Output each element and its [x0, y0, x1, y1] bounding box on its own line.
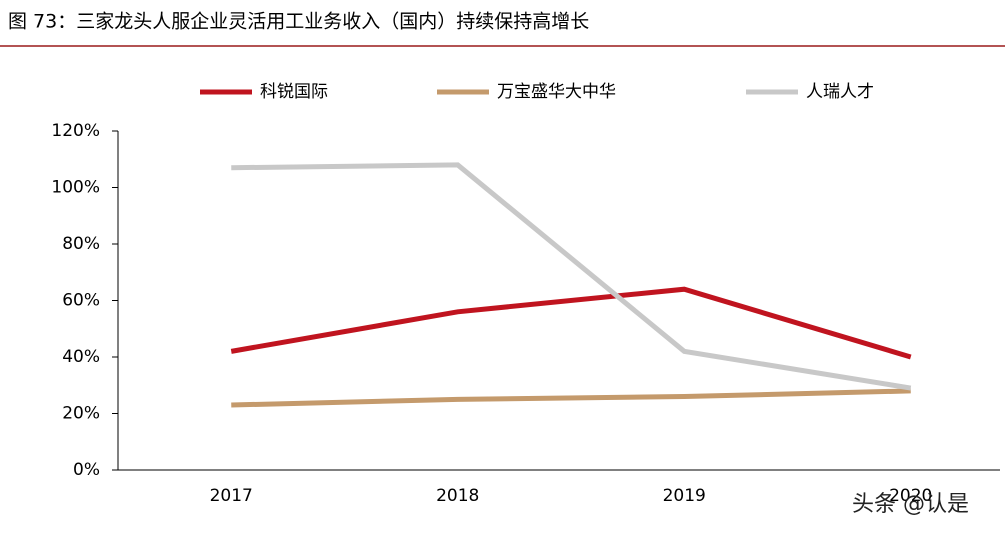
legend-label: 科锐国际: [260, 82, 328, 102]
watermark: 头条 @认是: [852, 492, 969, 517]
legend-label: 人瑞人才: [806, 82, 874, 102]
y-tick-label: 120%: [51, 121, 100, 141]
x-tick-label: 2018: [436, 486, 479, 506]
y-tick-label: 60%: [62, 291, 100, 311]
series-line: [230, 286, 912, 360]
y-tick-label: 40%: [62, 347, 100, 367]
x-tick-label: 2017: [210, 486, 253, 506]
y-tick-label: 80%: [62, 234, 100, 254]
y-tick-label: 100%: [51, 178, 100, 198]
series-line: [231, 162, 912, 391]
chart-title: 图 73：三家龙头人服企业灵活用工业务收入（国内）持续保持高增长: [8, 11, 589, 33]
y-tick-label: 0%: [73, 460, 100, 480]
y-tick-label: 20%: [62, 404, 100, 424]
legend-label: 万宝盛华大中华: [497, 82, 616, 102]
series-line: [231, 388, 911, 408]
x-tick-label: 2019: [663, 486, 706, 506]
x-tick-label: 2020: [889, 486, 932, 506]
